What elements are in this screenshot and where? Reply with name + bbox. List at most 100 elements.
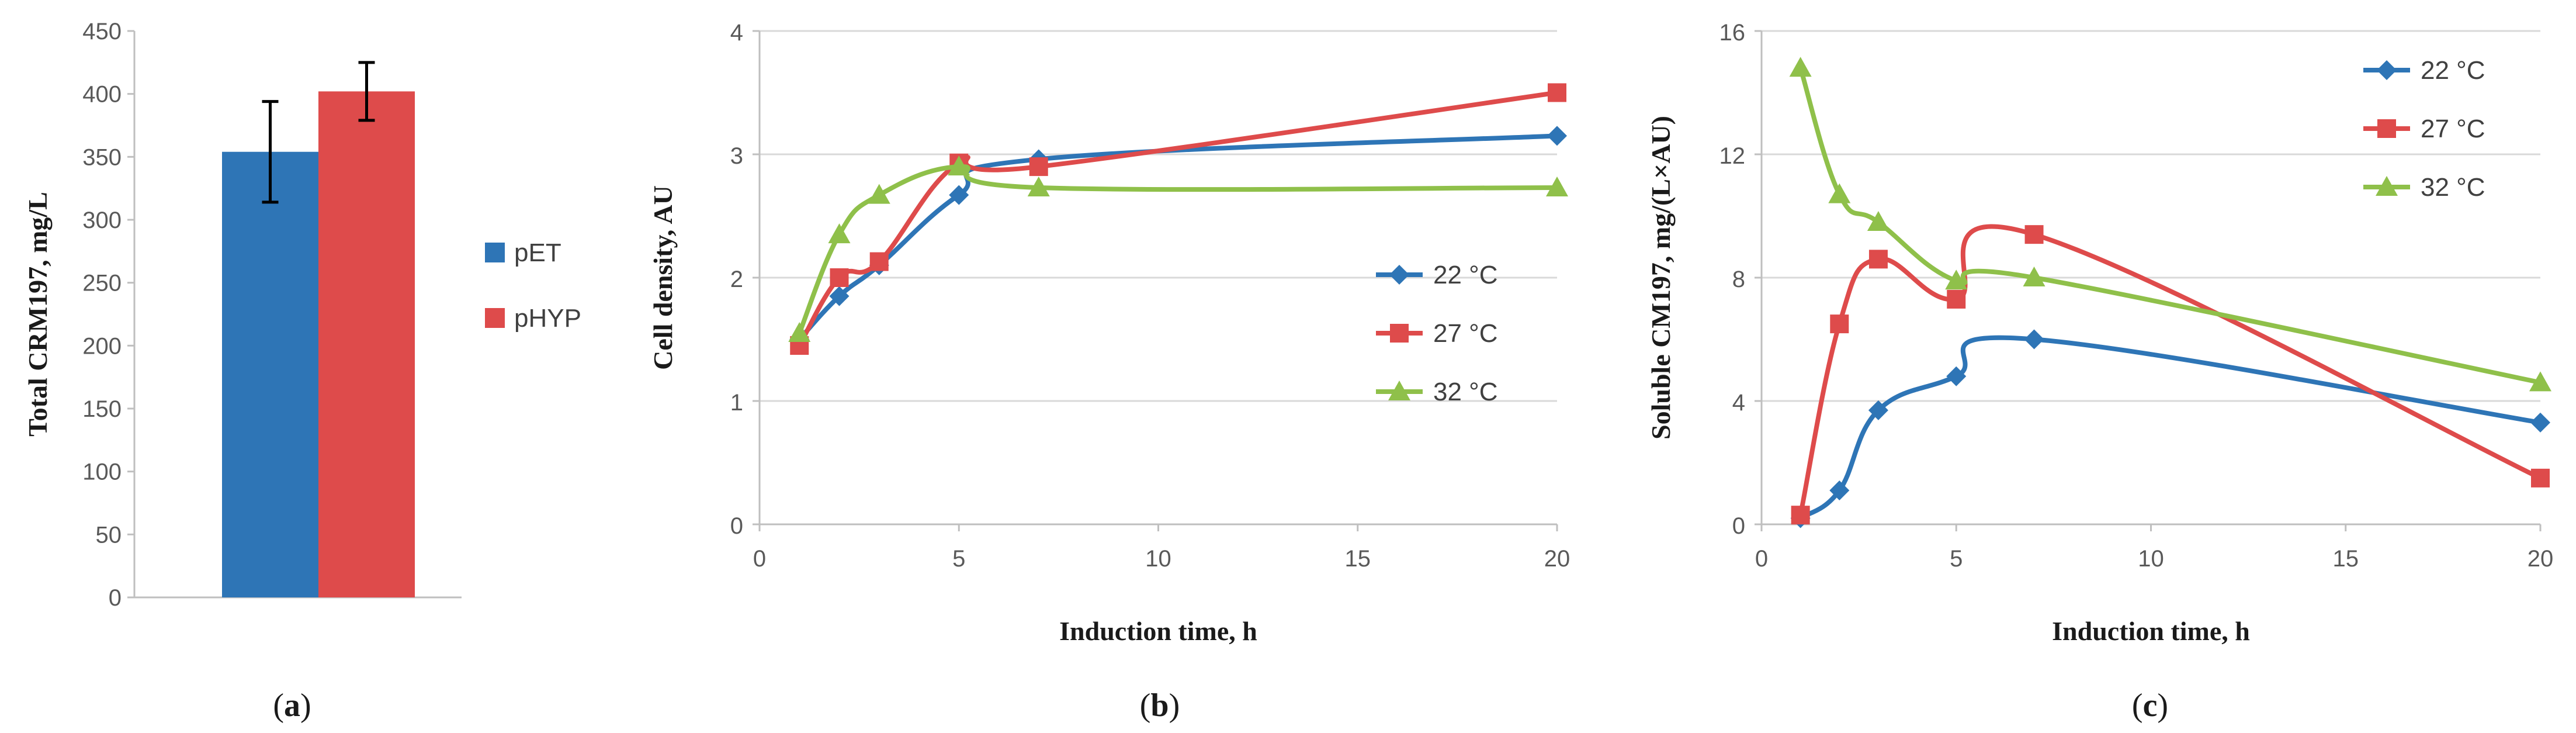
chart-c: 0 4 8 12 16 0 5 10 15 20 22 °C 27 °C 32 °C Induction …: [1646, 20, 2553, 724]
legend-marker: [2376, 176, 2398, 196]
series-22c: [1790, 329, 2550, 528]
data-point: [1029, 157, 1048, 177]
x-tick-label: 0: [1755, 546, 1768, 572]
data-point: [1867, 211, 1889, 231]
data-point: [2024, 329, 2044, 350]
x-tick-label: 5: [1950, 546, 1963, 572]
legend-marker: [2377, 119, 2396, 138]
legend-item: 22 °C: [1376, 261, 1498, 289]
x-tick-label: 20: [2528, 546, 2554, 572]
x-tick-label: 15: [2333, 546, 2359, 572]
legend-marker: [1389, 265, 1409, 285]
data-point: [1546, 176, 1568, 196]
legend-label: 32 °C: [1433, 378, 1498, 406]
y-axis-title: Soluble CM197, mg/(L×AU): [1646, 116, 1676, 440]
y-tick-label: 100: [82, 459, 122, 485]
data-point: [1548, 83, 1566, 102]
series-32c: [1789, 57, 2551, 392]
data-point: [948, 155, 970, 176]
legend-item: 22 °C: [2363, 56, 2485, 85]
data-point: [1828, 183, 1851, 203]
y-tick-label: 2: [730, 267, 743, 292]
data-point: [1868, 250, 1888, 269]
y-tick-label: 8: [1732, 267, 1745, 292]
series-line: [798, 133, 1558, 341]
y-tick-label: 350: [82, 144, 122, 170]
y-tick-label: 50: [96, 522, 122, 548]
data-point: [1791, 506, 1810, 525]
series-27c: [1791, 224, 2550, 525]
y-tick-label: 300: [82, 208, 122, 233]
data-point: [1868, 400, 1888, 420]
data-point: [949, 185, 969, 205]
y-tick-label: 0: [1732, 513, 1745, 539]
x-tick-label: 20: [1544, 546, 1570, 572]
data-point: [1027, 176, 1050, 196]
data-point: [2024, 225, 2044, 244]
y-tick-label: 400: [82, 82, 122, 108]
legend-item: 32 °C: [1376, 378, 1498, 406]
series-27c: [790, 83, 1566, 355]
y-axis-title: Total CRM197, mg/L: [23, 192, 53, 437]
data-point: [1946, 366, 1967, 386]
bar-pet: [222, 151, 318, 598]
y-tick-label: 450: [82, 19, 122, 44]
data-point: [1830, 314, 1849, 334]
panel-label-b: (b): [1140, 687, 1180, 724]
data-point: [1829, 480, 1850, 500]
legend-item: 27 °C: [1376, 319, 1498, 348]
data-point: [1945, 269, 1968, 290]
legend-swatch-pet: [485, 243, 505, 262]
series-line: [1798, 224, 2542, 516]
panel-label-a: (a): [273, 687, 311, 724]
y-tick-label: 3: [730, 143, 743, 169]
series-line: [1799, 335, 2541, 520]
y-tick-label: 16: [1719, 20, 1746, 46]
y-tick-label: 4: [730, 20, 743, 46]
legend-item: 27 °C: [2363, 115, 2485, 143]
legend-label: 22 °C: [2421, 56, 2485, 85]
chart-b: 0 1 2 3 4 0 5 10 15 20 22 °C 27 °C 32 °C Induction ti…: [648, 20, 1570, 724]
series-22c: [789, 126, 1567, 350]
x-tick-label: 5: [952, 546, 965, 572]
y-tick-label: 250: [82, 271, 122, 296]
x-tick-label: 0: [753, 546, 766, 572]
y-tick-label: 4: [1732, 390, 1745, 416]
legend-label: pHYP: [514, 304, 581, 333]
legend-label: 32 °C: [2421, 173, 2485, 202]
y-tick-label: 1: [730, 390, 743, 416]
data-point: [830, 268, 849, 287]
data-point: [1547, 126, 1567, 146]
chart-a: 0 50 100 150 200 250 300 350 400 450 Total CRM197,…: [23, 19, 581, 724]
data-point: [1789, 57, 1812, 77]
x-axis-title: Induction time, h: [1059, 616, 1257, 646]
y-tick-label: 0: [109, 585, 122, 611]
data-point: [2531, 468, 2550, 487]
data-point: [868, 184, 890, 204]
y-tick-label: 0: [730, 513, 743, 539]
x-tick-label: 15: [1345, 546, 1371, 572]
legend-marker: [2377, 60, 2397, 80]
x-axis-title: Induction time, h: [2052, 616, 2250, 646]
y-tick-label: 12: [1719, 143, 1746, 169]
data-point: [2023, 267, 2045, 286]
legend-label: 27 °C: [1433, 319, 1498, 348]
data-point: [2529, 371, 2551, 392]
data-point: [869, 252, 889, 271]
data-point: [2530, 412, 2550, 433]
legend-marker: [1390, 324, 1409, 343]
bar-phyp: [318, 91, 415, 598]
data-point: [1947, 289, 1966, 309]
y-axis-title: Cell density, AU: [648, 185, 678, 370]
series-line: [797, 90, 1558, 347]
x-tick-label: 10: [2138, 546, 2164, 572]
data-point: [828, 223, 851, 244]
legend-label: 27 °C: [2421, 115, 2485, 143]
legend-label: 22 °C: [1433, 261, 1498, 289]
legend-swatch-phyp: [485, 308, 505, 328]
series-line: [797, 164, 1558, 334]
data-point: [788, 321, 811, 342]
x-tick-label: 10: [1145, 546, 1171, 572]
panel-label-c: (c): [2132, 687, 2168, 724]
